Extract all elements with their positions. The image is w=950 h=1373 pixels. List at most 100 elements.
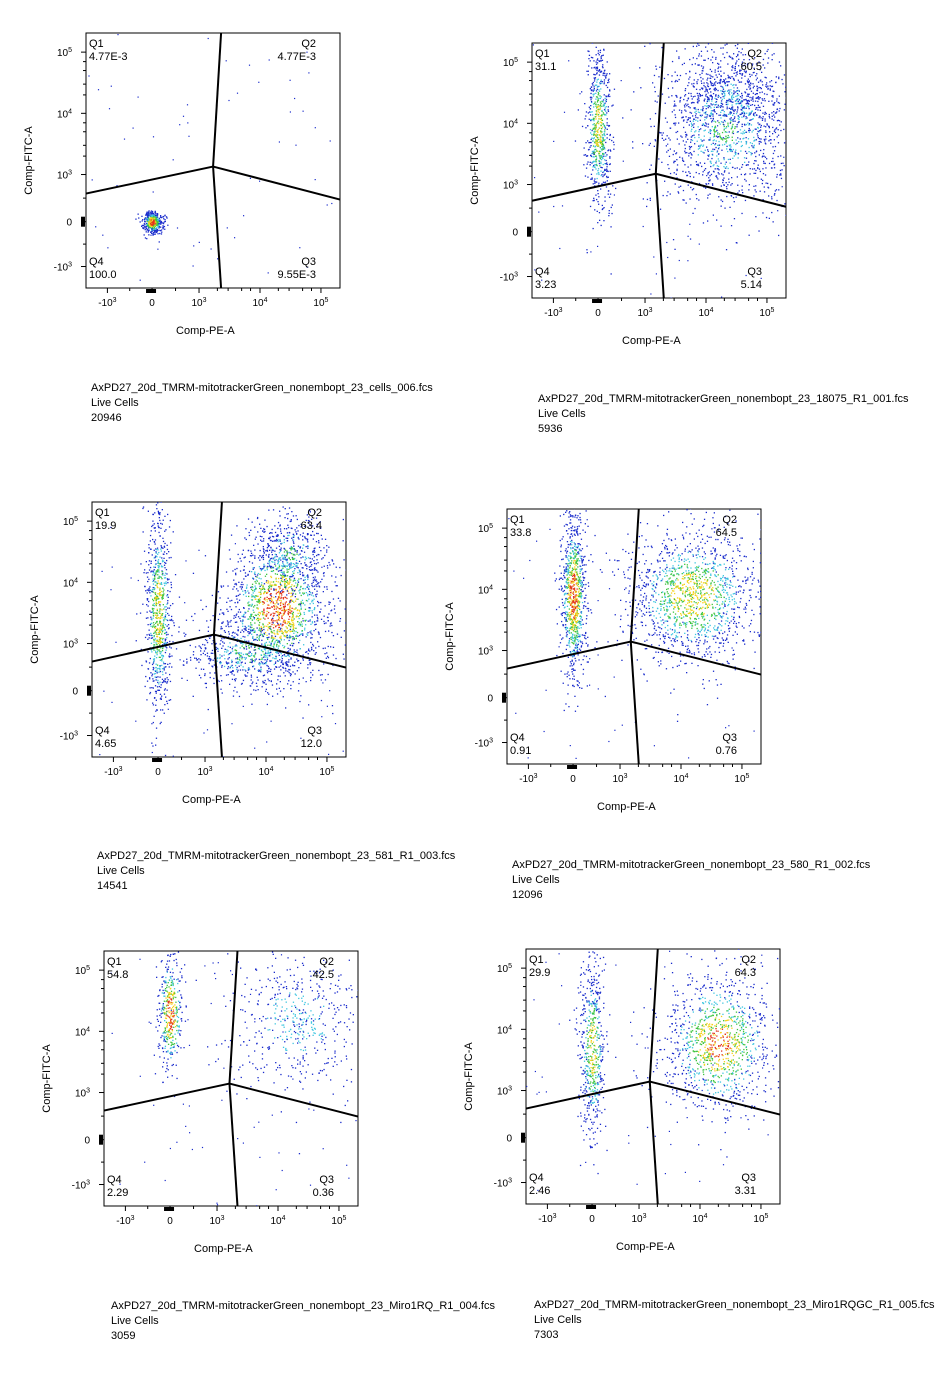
event-dot bbox=[245, 646, 247, 648]
event-dot bbox=[192, 265, 194, 267]
event-dot bbox=[235, 595, 237, 597]
event-dot bbox=[272, 615, 275, 617]
gate-line-bottom[interactable] bbox=[654, 173, 665, 299]
event-dot bbox=[157, 602, 160, 604]
event-dot bbox=[243, 628, 245, 630]
event-dot bbox=[155, 222, 157, 224]
event-dot bbox=[161, 664, 163, 667]
event-dot bbox=[661, 161, 663, 163]
event-dot bbox=[674, 71, 676, 73]
event-dot bbox=[743, 137, 745, 139]
event-dot bbox=[591, 97, 593, 99]
quadrant-gate[interactable] bbox=[85, 32, 341, 289]
event-dot bbox=[579, 93, 581, 95]
event-dot bbox=[147, 212, 149, 214]
event-dot bbox=[683, 104, 686, 106]
event-dot bbox=[721, 81, 724, 83]
event-dot bbox=[591, 178, 593, 180]
event-dot bbox=[591, 67, 593, 69]
gate-line-right[interactable] bbox=[655, 172, 787, 208]
gate-line-right[interactable] bbox=[212, 165, 341, 201]
event-dot bbox=[308, 704, 310, 706]
event-dot bbox=[593, 150, 595, 152]
event-dot bbox=[596, 111, 598, 113]
event-dot bbox=[263, 550, 265, 552]
event-dot bbox=[160, 233, 163, 235]
event-dot bbox=[151, 673, 154, 675]
event-dot bbox=[603, 113, 605, 115]
event-dot bbox=[281, 577, 283, 579]
event-dot bbox=[282, 624, 284, 626]
gate-line-top[interactable] bbox=[654, 42, 665, 174]
event-dot bbox=[275, 658, 277, 660]
event-dot bbox=[279, 604, 282, 607]
event-dot bbox=[154, 638, 157, 640]
event-dot bbox=[263, 608, 265, 610]
event-dot bbox=[282, 591, 284, 594]
event-dot bbox=[290, 586, 292, 588]
event-dot bbox=[592, 114, 594, 116]
event-dot bbox=[729, 206, 731, 208]
event-dot bbox=[158, 218, 160, 221]
x-axis-pileup bbox=[146, 289, 157, 293]
gate-line-left[interactable] bbox=[85, 165, 214, 195]
event-dot bbox=[590, 97, 592, 99]
event-dot bbox=[685, 136, 687, 138]
event-dot bbox=[166, 548, 169, 551]
event-dot bbox=[275, 599, 277, 602]
event-dot bbox=[756, 96, 758, 99]
event-dot bbox=[783, 74, 786, 76]
event-dot bbox=[737, 106, 739, 108]
event-dot bbox=[234, 583, 236, 585]
event-dot bbox=[727, 167, 729, 170]
event-dot bbox=[782, 162, 784, 164]
event-dot bbox=[752, 118, 754, 120]
event-dot bbox=[591, 162, 593, 164]
event-dot bbox=[255, 638, 257, 640]
event-dot bbox=[703, 59, 705, 61]
event-dot bbox=[718, 82, 720, 84]
event-dot bbox=[324, 554, 326, 557]
gate-line-left[interactable] bbox=[531, 172, 656, 202]
event-dot bbox=[168, 578, 170, 580]
quadrant-gate[interactable] bbox=[531, 42, 787, 299]
event-dot bbox=[717, 104, 719, 106]
event-dot bbox=[661, 46, 663, 49]
event-dot bbox=[302, 634, 304, 636]
event-dot bbox=[658, 158, 660, 160]
event-dot bbox=[220, 586, 223, 588]
event-dot bbox=[722, 87, 724, 89]
event-dot bbox=[719, 114, 722, 116]
event-dot bbox=[649, 142, 651, 145]
event-dot bbox=[153, 658, 156, 660]
event-dot bbox=[280, 574, 282, 576]
event-dot bbox=[608, 163, 611, 166]
event-dot bbox=[711, 96, 713, 98]
event-dot bbox=[757, 164, 759, 166]
event-dot bbox=[708, 131, 710, 134]
event-dot bbox=[150, 637, 152, 639]
event-dot bbox=[607, 149, 610, 151]
event-dot bbox=[732, 67, 734, 69]
event-dot bbox=[274, 637, 276, 639]
event-dot bbox=[152, 680, 154, 682]
event-dot bbox=[286, 623, 288, 625]
event-dot bbox=[610, 273, 612, 275]
gate-line-top[interactable] bbox=[212, 32, 223, 167]
event-dot bbox=[155, 617, 158, 619]
gate-line-bottom[interactable] bbox=[212, 166, 223, 289]
event-dot bbox=[693, 102, 695, 104]
event-dot bbox=[688, 171, 690, 173]
event-dot bbox=[712, 140, 714, 142]
event-dot bbox=[257, 543, 259, 545]
event-dot bbox=[597, 139, 599, 141]
event-dot bbox=[718, 63, 720, 65]
event-dot bbox=[597, 141, 600, 144]
event-dot bbox=[649, 199, 651, 201]
event-dot bbox=[237, 561, 239, 563]
event-dot bbox=[281, 555, 283, 557]
event-dot bbox=[284, 645, 286, 648]
event-dot bbox=[646, 198, 649, 201]
event-dot bbox=[153, 602, 155, 605]
event-dot bbox=[160, 583, 162, 585]
